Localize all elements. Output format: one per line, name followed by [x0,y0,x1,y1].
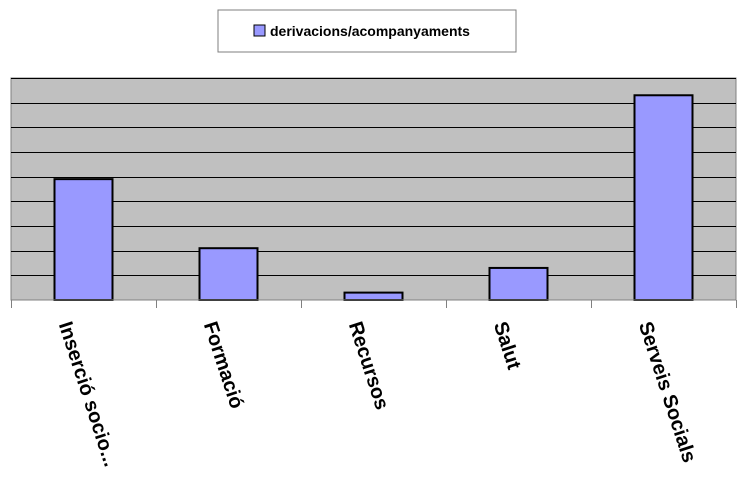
legend-box [217,9,517,53]
bar [488,266,549,301]
legend-label: derivacions/acompanyaments [270,23,470,39]
bars [53,94,694,302]
x-tick-label: Salut [489,319,525,373]
bar [53,178,114,301]
x-tick-label: Serveis Socials [634,319,700,465]
x-tick-label: Inserció socio... [54,319,122,470]
plot-area [10,77,737,301]
x-axis-labels: Inserció socio... Formació Recursos Salut Se… [54,319,700,470]
bar [343,291,404,302]
legend: derivacions/acompanyaments [217,9,517,53]
bar [198,247,259,301]
legend-swatch [253,24,266,37]
x-tick-label: Recursos [344,319,393,412]
gridlines [11,78,736,276]
x-axis-ticks [11,300,737,308]
bar [633,94,694,302]
x-tick-label: Formació [199,319,248,411]
